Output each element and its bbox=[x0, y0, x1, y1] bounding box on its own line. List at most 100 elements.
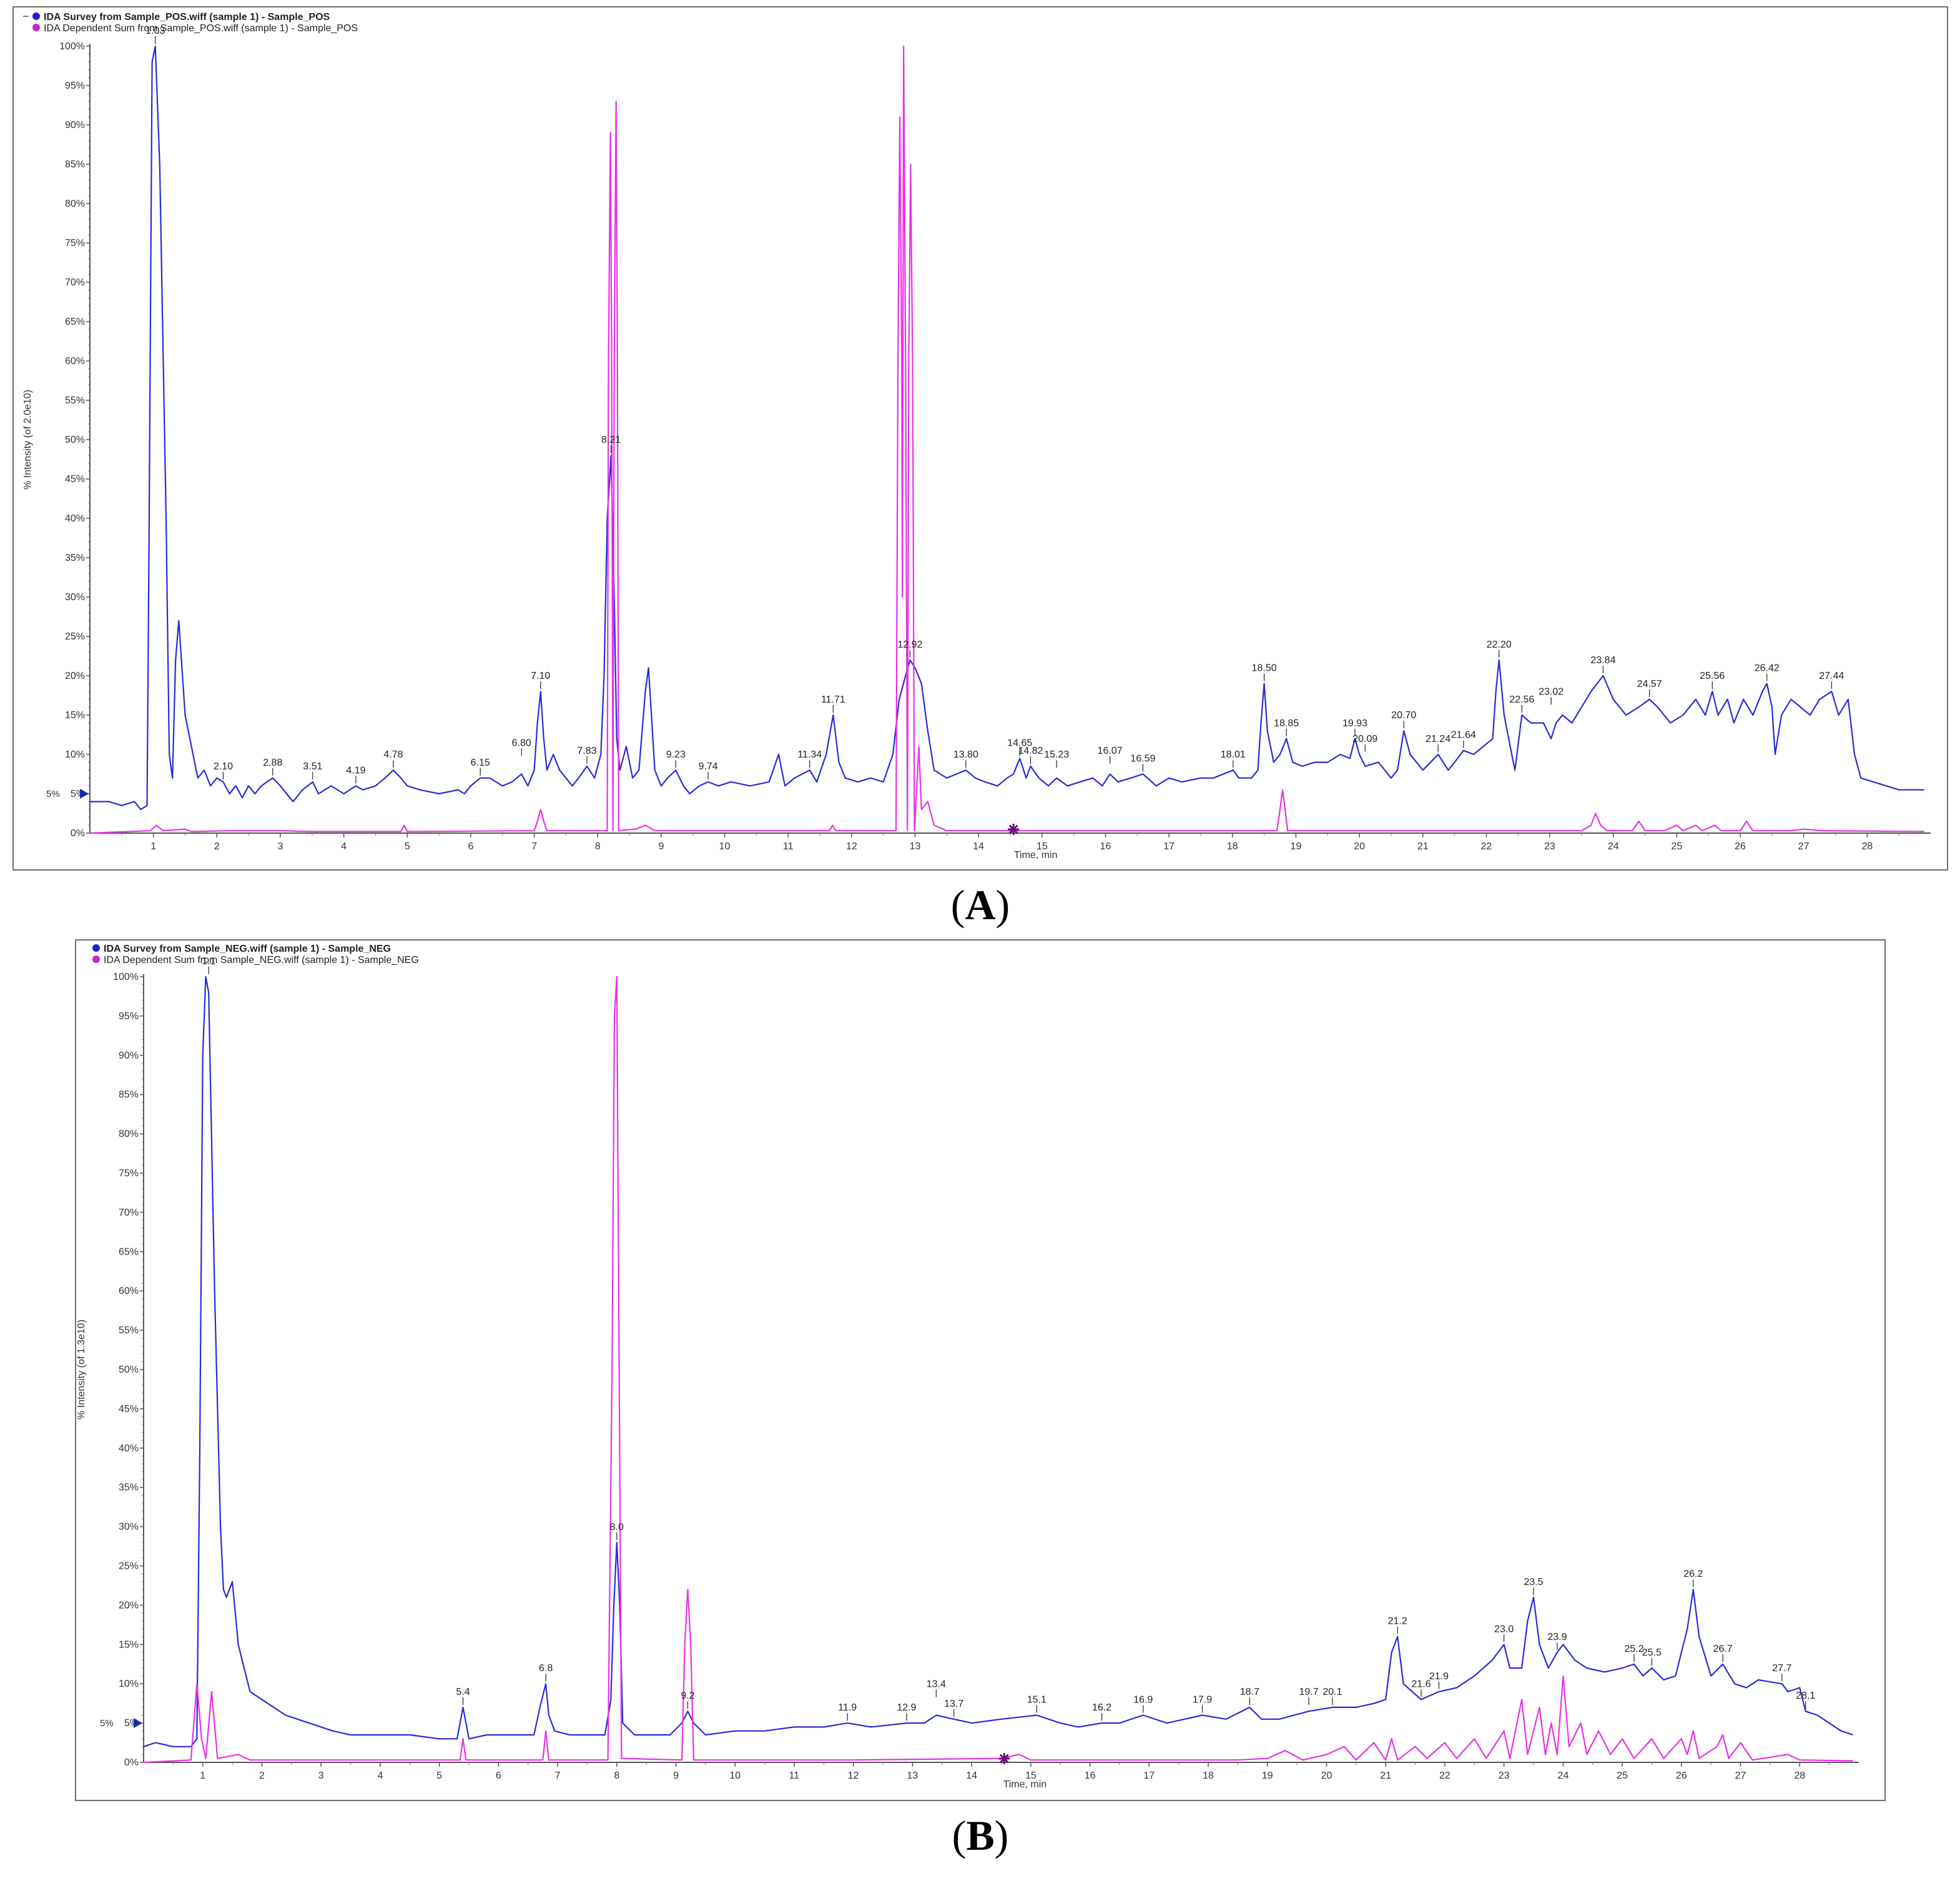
caption-a-close: ) bbox=[995, 881, 1010, 929]
peak-annotation-label: 23.5 bbox=[1524, 1577, 1543, 1587]
chart-b-svg: IDA Survey from Sample_NEG.wiff (sample … bbox=[76, 944, 1859, 1790]
peak-annotation-label: 1.03 bbox=[145, 26, 165, 36]
series-line-1 bbox=[89, 45, 1924, 834]
caption-b-close: ) bbox=[994, 1812, 1009, 1859]
legend-label-0: IDA Survey from Sample_POS.wiff (sample … bbox=[44, 12, 330, 22]
y-tick-label: 50% bbox=[65, 435, 85, 445]
x-tick-label: 11 bbox=[783, 841, 794, 852]
peak-annotation-label: 9.74 bbox=[699, 761, 718, 772]
chart-panel-b: IDA Survey from Sample_NEG.wiff (sample … bbox=[75, 939, 1886, 1801]
x-tick-label: 10 bbox=[729, 1770, 741, 1781]
y-tick-label: 20% bbox=[65, 671, 85, 681]
peak-annotation-label: 21.6 bbox=[1411, 1679, 1431, 1689]
x-tick-label: 13 bbox=[907, 1770, 918, 1781]
x-tick-label: 18 bbox=[1227, 841, 1238, 852]
x-tick-label: 20 bbox=[1321, 1770, 1332, 1781]
chart-a-svg: IDA Survey from Sample_POS.wiff (sample … bbox=[22, 10, 1931, 861]
caption-a: (A) bbox=[943, 881, 1018, 930]
peak-annotation-label: 28.1 bbox=[1796, 1691, 1815, 1701]
peak-annotation-label: 23.02 bbox=[1539, 686, 1564, 697]
legend-marker-0 bbox=[32, 12, 40, 20]
y-tick-label: 60% bbox=[65, 356, 85, 367]
peak-annotation-label: 18.50 bbox=[1252, 663, 1277, 674]
peak-annotation-label: 23.9 bbox=[1547, 1632, 1567, 1642]
peak-annotation-label: 26.42 bbox=[1755, 663, 1780, 674]
x-tick-label: 21 bbox=[1380, 1770, 1391, 1781]
peak-annotation-label: 6.80 bbox=[512, 738, 531, 748]
legend-marker-1 bbox=[32, 24, 40, 31]
y-tick-label: 80% bbox=[119, 1129, 139, 1140]
y-tick-label: 85% bbox=[119, 1090, 139, 1100]
y-tick-label: 95% bbox=[65, 81, 85, 91]
peak-annotation-label: 13.80 bbox=[953, 749, 978, 760]
legend-label-1: IDA Dependent Sum from Sample_POS.wiff (… bbox=[44, 23, 358, 34]
x-tick-label: 22 bbox=[1481, 841, 1492, 852]
peak-annotation-label: 20.09 bbox=[1352, 734, 1377, 744]
y-tick-label: 15% bbox=[65, 710, 85, 721]
legend-label-0: IDA Survey from Sample_NEG.wiff (sample … bbox=[104, 944, 391, 954]
x-tick-label: 17 bbox=[1163, 841, 1175, 852]
x-tick-label: 8 bbox=[595, 841, 601, 852]
x-tick-label: 19 bbox=[1262, 1770, 1273, 1781]
x-tick-label: 24 bbox=[1557, 1770, 1568, 1781]
peak-annotation-label: 19.93 bbox=[1342, 718, 1367, 729]
y-tick-label: 80% bbox=[65, 199, 85, 209]
peak-annotation-label: 19.7 bbox=[1299, 1687, 1318, 1697]
peak-annotation-label: 6.15 bbox=[471, 758, 490, 768]
peak-annotation-label: 27.7 bbox=[1772, 1663, 1791, 1674]
peak-annotation-label: 16.07 bbox=[1098, 746, 1123, 756]
y-tick-label: 0% bbox=[124, 1757, 139, 1768]
y-tick-label: 85% bbox=[65, 159, 85, 170]
chart-panel-a: IDA Survey from Sample_POS.wiff (sample … bbox=[12, 6, 1948, 871]
x-tick-label: 21 bbox=[1417, 841, 1429, 852]
peak-annotation-label: 18.7 bbox=[1240, 1687, 1259, 1697]
peak-annotation-label: 9.2 bbox=[681, 1691, 694, 1701]
peak-annotation-label: 15.23 bbox=[1044, 749, 1069, 760]
peak-annotation-label: 26.7 bbox=[1713, 1644, 1733, 1654]
baseline-marker-arrow-icon bbox=[134, 1718, 142, 1729]
peak-annotation-label: 25.56 bbox=[1700, 671, 1725, 681]
x-tick-label: 13 bbox=[910, 841, 921, 852]
x-tick-label: 1 bbox=[150, 841, 156, 852]
time-cursor-asterisk-icon bbox=[1008, 824, 1020, 835]
peak-annotation-label: 21.64 bbox=[1451, 730, 1476, 741]
y-tick-label: 55% bbox=[119, 1325, 139, 1336]
x-tick-label: 10 bbox=[719, 841, 731, 852]
x-tick-label: 1 bbox=[200, 1770, 205, 1781]
y-tick-label: 75% bbox=[119, 1168, 139, 1179]
peak-annotation-label: 18.85 bbox=[1274, 718, 1299, 729]
y-tick-label: 90% bbox=[65, 120, 85, 131]
caption-b-open: ( bbox=[952, 1812, 967, 1859]
peak-annotation-label: 12.9 bbox=[897, 1702, 916, 1713]
y-tick-label: 100% bbox=[59, 41, 85, 52]
peak-annotation-label: 9.23 bbox=[666, 749, 686, 760]
series-line-0 bbox=[90, 45, 1924, 811]
peak-annotation-label: 6.8 bbox=[539, 1663, 553, 1674]
y-tick-label: 25% bbox=[119, 1561, 139, 1572]
x-tick-label: 2 bbox=[214, 841, 220, 852]
y-tick-label: 25% bbox=[65, 631, 85, 642]
peak-annotation-label: 18.01 bbox=[1221, 749, 1246, 760]
peak-annotation-label: 13.4 bbox=[927, 1679, 946, 1689]
x-tick-label: 9 bbox=[658, 841, 664, 852]
peak-annotation-label: 25.2 bbox=[1624, 1644, 1643, 1654]
peak-annotation-label: 20.1 bbox=[1322, 1687, 1342, 1697]
y-tick-label: 70% bbox=[119, 1207, 139, 1218]
series-line-1 bbox=[143, 975, 1853, 1764]
peak-annotation-label: 11.9 bbox=[838, 1702, 857, 1713]
x-tick-label: 5 bbox=[405, 841, 410, 852]
y-tick-label: 35% bbox=[119, 1483, 139, 1493]
series-line-0 bbox=[143, 975, 1853, 1747]
x-tick-label: 9 bbox=[673, 1770, 679, 1781]
x-tick-label: 24 bbox=[1608, 841, 1619, 852]
y-tick-label: 75% bbox=[65, 238, 85, 249]
y-tick-label: 10% bbox=[119, 1679, 139, 1689]
y-axis-label: % Intensity (of 2.0e10) bbox=[22, 390, 33, 490]
peak-annotation-label: 23.0 bbox=[1494, 1624, 1514, 1634]
peak-annotation-label: 27.44 bbox=[1819, 671, 1844, 681]
y-tick-label: 35% bbox=[65, 553, 85, 563]
x-tick-label: 23 bbox=[1499, 1770, 1510, 1781]
y-axis-label: % Intensity (of 1.3e10) bbox=[76, 1320, 87, 1420]
x-tick-label: 27 bbox=[1798, 841, 1810, 852]
x-tick-label: 8 bbox=[614, 1770, 619, 1781]
